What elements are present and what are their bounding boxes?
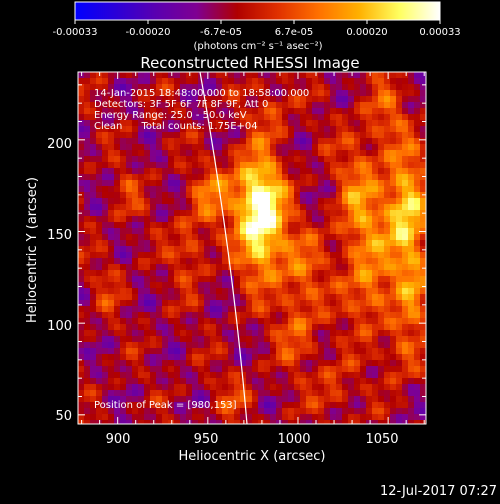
solar-limb-arc xyxy=(199,72,248,424)
colorbar-tick-3: 6.7e-05 xyxy=(275,27,313,38)
y-tick-50: 50 xyxy=(55,409,72,424)
annotation-detectors: Detectors: 3F 5F 6F 7F 8F 9F, Att 0 xyxy=(94,99,268,110)
colorbar-ticks xyxy=(74,20,441,24)
colorbar-tick-1: -0.00020 xyxy=(126,27,171,38)
colorbar-tick-0: -0.00033 xyxy=(53,27,98,38)
plot-frame xyxy=(77,71,427,425)
x-tick-900: 900 xyxy=(106,432,131,447)
annotation-time-range: 14-Jan-2015 18:48:00.000 to 18:58:00.000 xyxy=(94,88,309,99)
footer-timestamp: 12-Jul-2017 07:27 xyxy=(380,484,497,499)
rhessi-image xyxy=(78,72,426,424)
y-tick-150: 150 xyxy=(47,228,72,243)
colorbar-tick-2: -6.7e-05 xyxy=(200,27,242,38)
plot-title: Reconstructed RHESSI Image xyxy=(140,54,359,72)
y-tick-200: 200 xyxy=(47,137,72,152)
colorbar-tick-4: 0.00020 xyxy=(346,27,387,38)
colorbar-unit-label: (photons cm⁻² s⁻¹ asec⁻²) xyxy=(193,41,322,52)
x-axis-label: Heliocentric X (arcsec) xyxy=(179,449,326,464)
colorbar-tick-5: 0.00033 xyxy=(419,27,460,38)
peak-position-label: Position of Peak = [980,153] xyxy=(94,400,237,411)
annotation-energy-range: Energy Range: 25.0 - 50.0 keV xyxy=(94,110,247,121)
colorbar xyxy=(74,1,441,21)
axis-ticks xyxy=(78,72,426,424)
y-tick-100: 100 xyxy=(47,319,72,334)
x-tick-1000: 1000 xyxy=(277,432,310,447)
x-tick-1050: 1050 xyxy=(365,432,398,447)
annotation-clean-counts: Clean Total counts: 1.75E+04 xyxy=(94,121,258,132)
x-tick-950: 950 xyxy=(194,432,219,447)
y-axis-label: Heliocentric Y (arcsec) xyxy=(25,177,40,323)
